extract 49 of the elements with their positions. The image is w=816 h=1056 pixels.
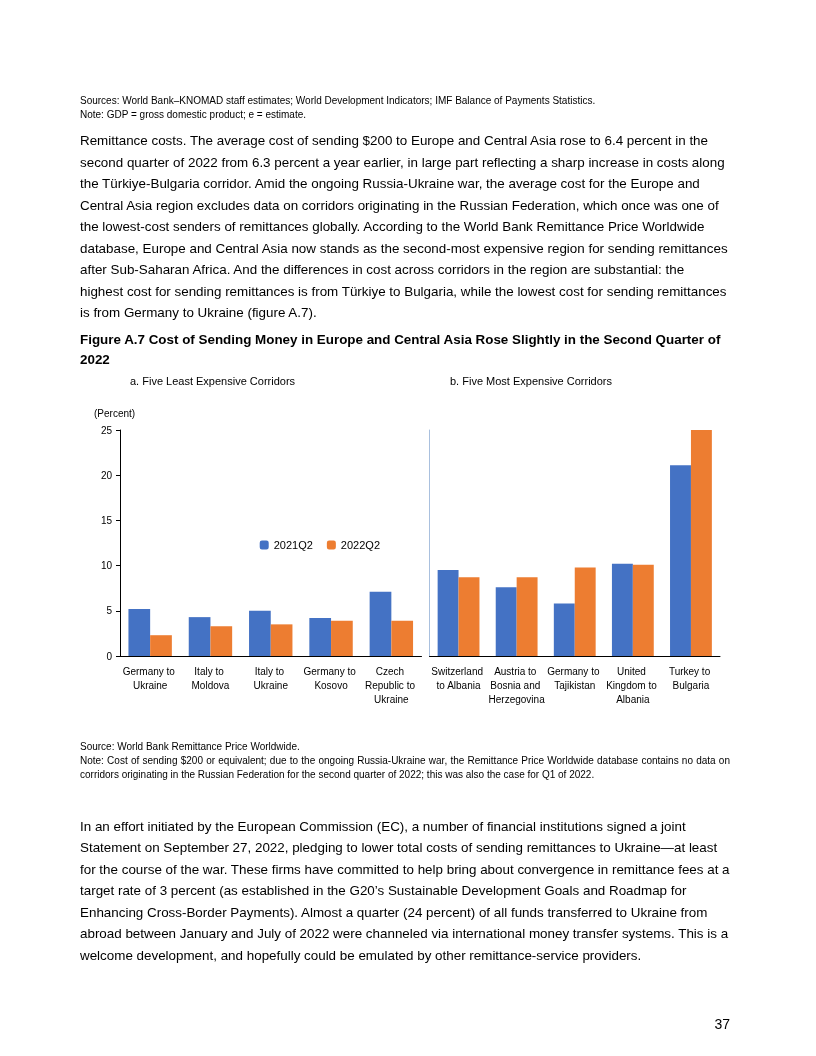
bar	[437, 569, 459, 656]
text: 37	[713, 1016, 730, 1032]
y-tick-label: 25	[100, 424, 113, 435]
x-tick-label: Italy to Moldova	[191, 665, 230, 690]
bar	[309, 617, 332, 656]
bar	[150, 634, 172, 656]
x-tick-label: Germany to Ukraine	[122, 665, 178, 690]
y-tick-label: 10	[100, 559, 113, 571]
x-tick-label: Germany to Kosovo	[303, 665, 359, 690]
bar	[331, 620, 353, 656]
bar	[369, 591, 392, 656]
bar	[553, 603, 575, 656]
x-tick-label: Austria to Bosnia and Herzegovina	[488, 665, 546, 704]
legend-label: 2021Q2	[273, 538, 313, 551]
legend-label: 2022Q2	[340, 538, 381, 551]
bar	[210, 625, 233, 656]
text: Note: Cost of sending $200 or equivalent; due to the ongoing Russia-Ukraine war, the Remittance Price Worldwide database contains no data on corridors originating in the Russian Federation for the second quarter of 2022; this was also the case for Q1 of 2022.	[80, 753, 730, 782]
chart-subtitle: a. Five Least Expensive Corridors	[130, 374, 296, 386]
bar	[670, 464, 691, 656]
y-tick-label: 15	[100, 514, 113, 526]
y-tick-label: 5	[106, 604, 113, 616]
bar	[632, 564, 654, 656]
y-tick-label: 0	[106, 650, 113, 661]
bar	[611, 563, 633, 656]
bar	[458, 576, 480, 656]
bar	[128, 608, 151, 656]
text: Note: GDP = gross domestic product; e = estimate.	[80, 108, 308, 122]
bar	[516, 576, 538, 656]
bar	[690, 429, 712, 656]
source-note: Source: World Bank Remittance Price Worldwide.	[80, 739, 301, 754]
y-axis-title: (Percent)	[94, 407, 136, 418]
chart-subtitle: b. Five Most Expensive Corridors	[450, 374, 613, 386]
bar	[391, 620, 414, 656]
x-tick-label: United Kingdom to Albania	[606, 665, 660, 704]
x-tick-label: Czech Republic to Ukraine	[364, 665, 418, 704]
x-tick-label: Turkey to Bulgaria	[668, 665, 713, 690]
bar	[188, 616, 211, 656]
text: Remittance costs. The average cost of sending $200 to Europe and Central Asia rose to 6.4 percent in the second quarter of 2022 from 6.3 percent a year earlier, in large part reflecting a sharp increase in costs along the Türkiye-Bulgaria corridor. Amid the ongoing Russia-Ukraine war, the average cost for the Europe and Central Asia region excludes data on corridors originating in the Russian Federation, which once was one of the lowest-cost senders of remittances globally. According to the World Bank Remittance Price Worldwide database, Europe and Central Asia now stands as the second-most expensive region for sending remittances after Sub-Saharan Africa. And the differences in cost across corridors in the region are substantial: the highest cost for sending remittances is from Türkiye to Bulgaria, while the lowest cost for sending remittances is from Germany to Ukraine (figure A.7).	[80, 133, 728, 320]
x-tick-label: Switzerland to Albania	[431, 665, 486, 690]
y-tick-label: 20	[100, 469, 113, 481]
bar	[249, 610, 271, 656]
x-tick-label: Italy to Ukraine	[253, 665, 289, 690]
chart-title: Figure A.7 Cost of Sending Money in Europe and Central Asia Rose Slightly in the Second Quarter of 2022	[80, 330, 722, 369]
text: In an effort initiated by the European Commission (EC), a number of financial institutions signed a joint Statement on September 27, 2022, pledging to lower total costs of sending remittances to Ukraine—at least for the course of the war. These firms have committed to help bring about convergence in remittance fees at a target rate of 3 percent (as established in the G20’s Sustainable Development Goals and Roadmap for Enhancing Cross-Border Payments). Almost a quarter (24 percent) of all funds transferred to Ukraine from abroad between January and July of 2022 were channeled via international money transfer systems. This is a welcome development, and hopefully could be emulated by other remittance-service providers.	[80, 817, 730, 965]
bar	[574, 566, 596, 656]
source-note: Sources: World Bank–KNOMAD staff estimates; World Development Indicators; IMF Balance of Payments Statistics.	[80, 94, 597, 108]
x-tick-label: Germany to Tajikistan	[547, 665, 603, 690]
bar	[270, 623, 293, 656]
bar	[495, 586, 517, 656]
